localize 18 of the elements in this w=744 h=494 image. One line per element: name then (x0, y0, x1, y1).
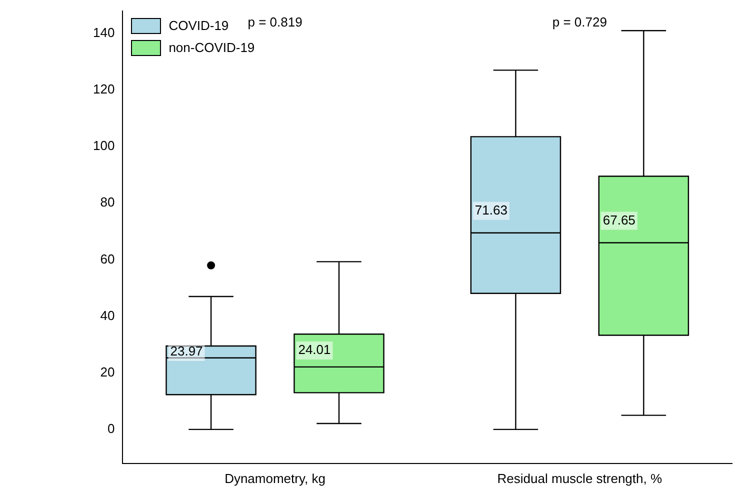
legend-label: non-COVID-19 (168, 40, 255, 56)
annotation: p = 0.729 (552, 14, 607, 30)
text: 23.97 (170, 344, 203, 359)
y-tick-label: 80 (100, 194, 115, 210)
y-tick-label: 140 (92, 25, 115, 40)
x-tick-label: Residual muscle strength, % (497, 470, 662, 486)
y-tick-label: 0 (107, 421, 115, 436)
y-tick-label: 120 (92, 82, 115, 97)
legend-label: COVID-19 (168, 18, 229, 34)
y-tick-label: 40 (100, 308, 115, 323)
text: 67.65 (602, 212, 636, 228)
y-tick-label: 60 (100, 251, 115, 266)
text: 71.63 (474, 202, 508, 218)
y-tick-label: 100 (92, 138, 115, 154)
x-tick-label: Dynamometry, kg (224, 470, 326, 486)
y-tick-label: 20 (100, 364, 115, 380)
text: 24.01 (298, 342, 331, 358)
annotation: p = 0.819 (248, 14, 302, 30)
